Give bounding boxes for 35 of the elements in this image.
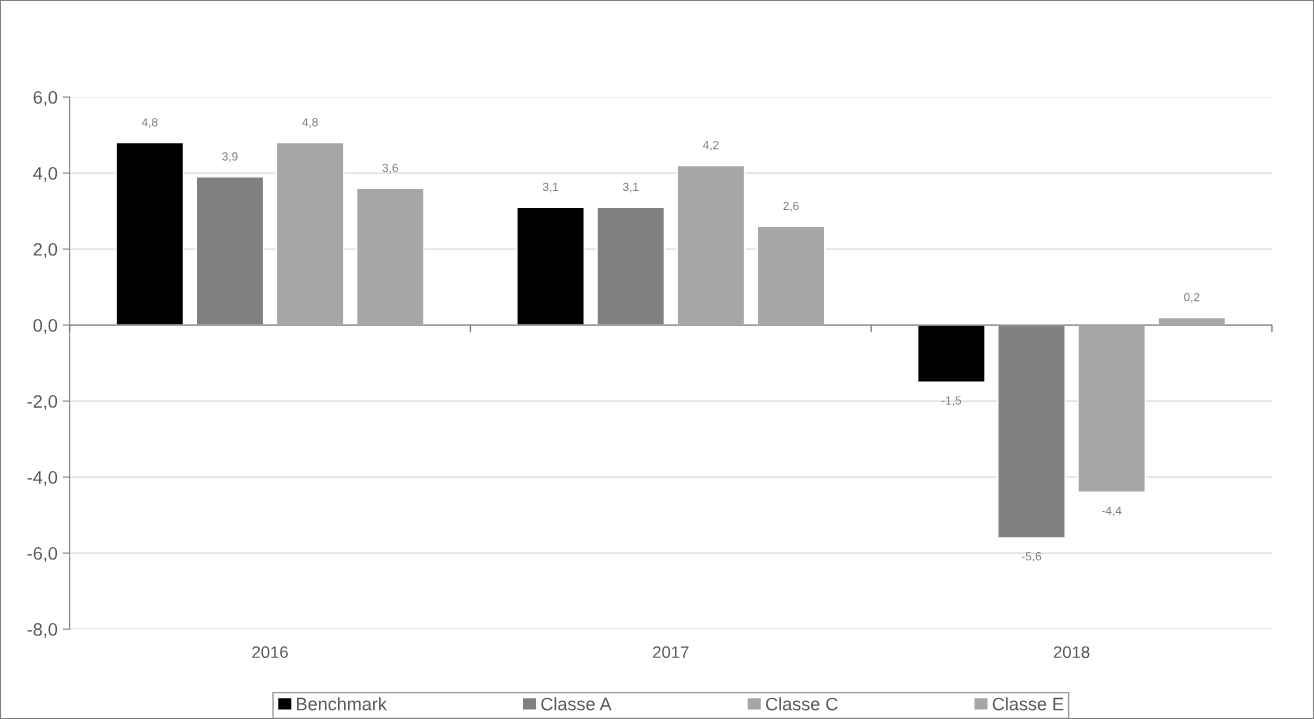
- y-tick-label: -4,0: [27, 471, 58, 486]
- bar: [115, 141, 185, 326]
- bar: [516, 206, 585, 326]
- y-tick-label: -8,0: [27, 623, 58, 638]
- data-label: 2,6: [783, 201, 799, 212]
- bar: [355, 187, 425, 326]
- data-label: 3,6: [382, 163, 398, 174]
- bar: [1077, 324, 1147, 494]
- data-label: 3,1: [622, 182, 639, 193]
- data-label: 3,9: [222, 152, 238, 163]
- data-label: 3,1: [542, 182, 559, 193]
- y-tick-label: -2,0: [27, 395, 58, 410]
- legend-label: Classe A: [541, 697, 612, 711]
- data-label: 0,2: [1184, 292, 1200, 303]
- x-tick-label: 2018: [1053, 646, 1090, 659]
- x-tick-label: 2017: [653, 646, 689, 659]
- legend-label: Classe C: [766, 697, 838, 711]
- bar: [676, 164, 746, 326]
- legend-label: Classe E: [992, 697, 1064, 711]
- y-tick-label: 2,0: [33, 243, 58, 258]
- data-label: -4,4: [1102, 506, 1122, 517]
- data-label: 4,2: [702, 140, 719, 151]
- y-tick-label: 6,0: [33, 91, 58, 106]
- y-tick-label: 0,0: [33, 319, 58, 334]
- bar: [756, 225, 826, 326]
- legend-label: Benchmark: [297, 697, 387, 711]
- data-label: 4,8: [302, 118, 318, 128]
- data-label: 4,8: [141, 118, 158, 128]
- data-label: -5,6: [1021, 552, 1042, 562]
- x-tick-label: 2016: [252, 646, 288, 659]
- y-tick-label: -6,0: [27, 547, 58, 562]
- y-tick-label: 4,0: [33, 167, 58, 182]
- bar: [275, 141, 345, 326]
- data-label: -1,5: [941, 396, 962, 407]
- bar: [916, 324, 986, 383]
